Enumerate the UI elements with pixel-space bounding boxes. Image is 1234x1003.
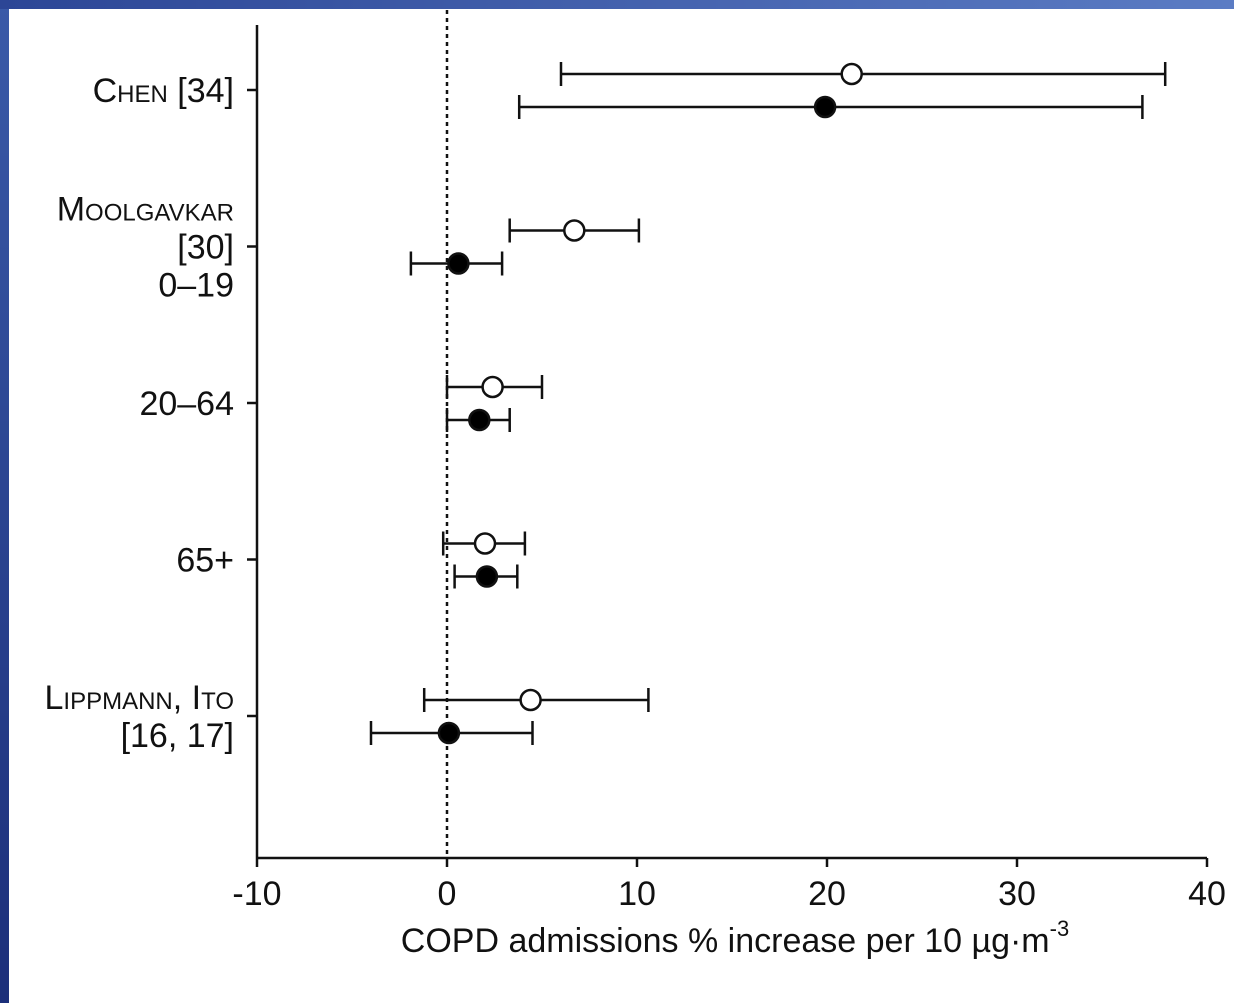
category-label: Moolgavkar xyxy=(57,191,234,229)
x-tick-label: 40 xyxy=(1188,875,1226,913)
category-label: [30] xyxy=(177,229,234,267)
x-tick-label: 0 xyxy=(438,875,457,913)
point-estimate xyxy=(813,95,837,119)
border-left xyxy=(0,0,9,1003)
category-label: 20–64 xyxy=(139,385,234,423)
category-label: 0–19 xyxy=(158,267,234,305)
point-estimate xyxy=(840,62,863,86)
x-axis-label-exponent: -3 xyxy=(1050,916,1070,941)
point-estimate xyxy=(519,688,542,712)
category-label: 65+ xyxy=(176,542,234,580)
point-estimate xyxy=(437,721,461,745)
x-tick-label: 10 xyxy=(618,875,656,913)
x-tick-label: -10 xyxy=(232,875,281,913)
category-label: Lippmann, Ito xyxy=(45,679,235,717)
x-tick-label: 30 xyxy=(998,875,1036,913)
point-estimate xyxy=(563,219,586,242)
border-top xyxy=(0,0,1234,9)
category-label: [16, 17] xyxy=(121,717,234,755)
x-axis-label-main: COPD admissions % increase per 10 µg·m xyxy=(401,922,1050,960)
point-estimate xyxy=(481,375,504,399)
point-estimate xyxy=(473,532,497,555)
point-estimate xyxy=(447,252,470,275)
point-estimate xyxy=(475,565,499,588)
category-label: Chen [34] xyxy=(93,72,234,110)
x-axis-label: COPD admissions % increase per 10 µg·m-3 xyxy=(401,916,1069,960)
point-estimate xyxy=(468,408,491,432)
x-tick-label: 20 xyxy=(808,875,846,913)
